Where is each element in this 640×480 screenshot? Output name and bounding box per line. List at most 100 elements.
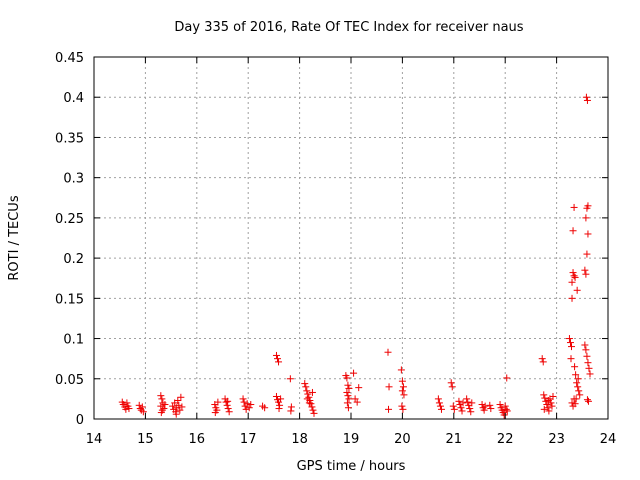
y-tick-label: 0.05 (55, 373, 84, 388)
data-point (436, 402, 444, 410)
data-point (398, 387, 406, 395)
data-point (310, 409, 318, 417)
data-point (287, 407, 295, 415)
data-point (574, 383, 582, 391)
y-axis-label: ROTI / TECUs (7, 195, 22, 280)
data-point (261, 404, 269, 412)
x-tick-label: 14 (86, 432, 103, 447)
data-point (478, 401, 486, 409)
data-point (572, 371, 580, 379)
y-tick-label: 0.45 (55, 51, 84, 66)
data-point (125, 405, 133, 413)
data-point (385, 383, 393, 391)
data-point (287, 403, 295, 411)
data-point (277, 395, 285, 403)
data-points (118, 93, 594, 419)
data-point (464, 398, 472, 406)
data-point (585, 364, 593, 372)
data-point (276, 401, 284, 409)
data-point (345, 395, 353, 403)
data-point (355, 384, 363, 392)
data-point (273, 355, 281, 363)
data-point (138, 403, 146, 411)
data-point (456, 401, 464, 409)
data-point (572, 395, 580, 403)
data-point (157, 409, 165, 417)
data-point (538, 355, 546, 363)
y-tick-label: 0.25 (55, 212, 84, 227)
data-point (272, 351, 280, 359)
data-point (570, 203, 578, 211)
data-point (568, 399, 576, 407)
data-point (573, 379, 581, 387)
data-point (486, 401, 494, 409)
data-point (344, 392, 352, 400)
data-point (503, 374, 511, 382)
data-point (466, 405, 474, 413)
data-point (582, 346, 590, 354)
data-point (544, 396, 552, 404)
data-point (502, 405, 510, 413)
data-point (344, 404, 352, 412)
data-point (247, 401, 255, 409)
data-point (123, 399, 131, 407)
data-point (583, 396, 591, 404)
data-point (583, 352, 591, 360)
data-point (174, 396, 182, 404)
data-point (576, 391, 584, 399)
data-point (343, 388, 351, 396)
x-tick-label: 21 (446, 432, 463, 447)
data-point (448, 383, 456, 391)
x-tick-label: 18 (291, 432, 308, 447)
data-point (481, 402, 489, 410)
data-point (582, 93, 590, 101)
data-point (211, 409, 219, 417)
data-point (160, 405, 168, 413)
y-axis: 0 0.05 0.1 0.15 0.2 0.25 0.3 0.35 0.4 0.45 (55, 51, 608, 428)
data-point (305, 399, 313, 407)
data-point (399, 383, 407, 391)
data-point (480, 406, 488, 414)
data-point (549, 392, 557, 400)
data-point (172, 410, 180, 418)
y-tick-label: 0.35 (55, 131, 84, 146)
data-point (581, 266, 589, 274)
data-point (398, 377, 406, 385)
data-point (309, 406, 317, 414)
data-point (568, 294, 576, 302)
data-point (161, 401, 169, 409)
data-point (568, 278, 576, 286)
data-point (548, 402, 556, 410)
x-tick-label: 15 (137, 432, 154, 447)
data-point (435, 399, 443, 407)
data-point (178, 403, 186, 411)
data-point (468, 399, 476, 407)
data-point (571, 400, 579, 408)
data-point (566, 339, 574, 347)
data-point (223, 401, 231, 409)
data-point (385, 405, 393, 413)
data-point (582, 214, 590, 222)
x-axis-label: GPS time / hours (297, 459, 406, 474)
data-point (224, 405, 232, 413)
data-point (240, 398, 248, 406)
data-point (399, 405, 407, 413)
data-point (583, 96, 591, 104)
data-point (458, 407, 466, 415)
data-point (544, 404, 552, 412)
data-point (135, 401, 143, 409)
data-point (457, 404, 465, 412)
data-point (177, 393, 185, 401)
y-tick-label: 0.2 (63, 252, 84, 267)
x-tick-label: 22 (497, 432, 514, 447)
data-point (350, 369, 358, 377)
data-point (304, 390, 312, 398)
data-point (496, 401, 504, 409)
x-tick-label: 23 (548, 432, 565, 447)
data-point (397, 366, 405, 374)
data-point (584, 359, 592, 367)
data-point (575, 387, 583, 395)
data-point (303, 395, 311, 403)
data-point (571, 363, 579, 371)
